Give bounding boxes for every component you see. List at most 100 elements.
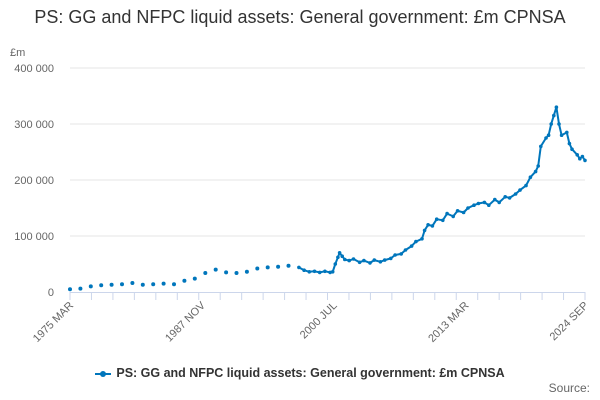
series-line xyxy=(298,106,586,274)
chart-title: PS: GG and NFPC liquid assets: General g… xyxy=(34,7,566,27)
data-point[interactable] xyxy=(426,223,430,227)
source-credit[interactable]: Source: xyxy=(548,381,590,395)
data-point[interactable] xyxy=(336,255,340,260)
data-point[interactable] xyxy=(172,282,176,287)
legend-item[interactable]: PS: GG and NFPC liquid assets: General g… xyxy=(0,366,600,380)
data-point[interactable] xyxy=(357,260,362,265)
data-point[interactable] xyxy=(265,265,270,270)
data-point[interactable] xyxy=(524,183,528,188)
data-point[interactable] xyxy=(549,122,553,126)
data-point[interactable] xyxy=(583,158,587,163)
data-point[interactable] xyxy=(451,214,456,219)
data-point[interactable] xyxy=(546,133,551,137)
data-point[interactable] xyxy=(445,211,449,216)
data-point[interactable] xyxy=(493,197,497,202)
data-point[interactable] xyxy=(297,265,301,270)
data-point[interactable] xyxy=(420,237,424,241)
data-point[interactable] xyxy=(536,164,540,168)
data-point[interactable] xyxy=(487,203,491,207)
data-point[interactable] xyxy=(312,269,317,274)
data-point[interactable] xyxy=(554,105,559,109)
data-point[interactable] xyxy=(399,252,404,256)
data-point[interactable] xyxy=(567,141,572,146)
data-point[interactable] xyxy=(347,258,352,263)
data-point[interactable] xyxy=(182,278,187,283)
data-point[interactable] xyxy=(533,169,538,174)
x-tick-label: 2000 JUL xyxy=(298,300,340,342)
data-point[interactable] xyxy=(276,264,281,269)
data-point[interactable] xyxy=(307,270,312,274)
data-point[interactable] xyxy=(351,257,356,261)
data-point[interactable] xyxy=(151,282,156,287)
data-point[interactable] xyxy=(130,281,135,285)
data-point[interactable] xyxy=(409,244,414,248)
data-point[interactable] xyxy=(362,258,366,263)
legend-swatch-icon xyxy=(95,369,112,379)
data-point[interactable] xyxy=(528,175,533,179)
data-point[interactable] xyxy=(109,282,114,287)
data-point[interactable] xyxy=(570,147,574,151)
data-point[interactable] xyxy=(565,130,569,135)
data-point[interactable] xyxy=(88,284,93,289)
data-point[interactable] xyxy=(255,266,260,271)
data-point[interactable] xyxy=(140,282,145,287)
data-point[interactable] xyxy=(389,256,393,261)
data-point[interactable] xyxy=(99,283,104,288)
data-point[interactable] xyxy=(513,192,518,196)
data-point[interactable] xyxy=(575,153,579,157)
data-point[interactable] xyxy=(422,228,427,233)
data-point[interactable] xyxy=(430,224,435,228)
data-point[interactable] xyxy=(559,133,564,137)
data-point[interactable] xyxy=(317,270,322,275)
data-point[interactable] xyxy=(539,144,543,149)
data-point[interactable] xyxy=(78,286,83,291)
data-point[interactable] xyxy=(286,263,291,268)
data-point[interactable] xyxy=(552,113,556,118)
data-point[interactable] xyxy=(434,217,439,221)
data-point[interactable] xyxy=(333,262,338,266)
y-axis-unit-label: £m xyxy=(10,47,25,59)
data-point[interactable] xyxy=(544,136,548,140)
data-point[interactable] xyxy=(518,188,522,192)
y-tick-label: 200 000 xyxy=(14,175,54,187)
data-point[interactable] xyxy=(403,248,408,252)
data-point[interactable] xyxy=(203,271,208,275)
data-point[interactable] xyxy=(368,261,372,265)
data-point[interactable] xyxy=(340,254,345,258)
data-point[interactable] xyxy=(343,257,347,262)
data-point[interactable] xyxy=(244,269,249,274)
data-point[interactable] xyxy=(161,281,166,286)
data-point[interactable] xyxy=(382,258,387,262)
data-point[interactable] xyxy=(393,253,397,257)
data-point[interactable] xyxy=(378,260,383,264)
data-point[interactable] xyxy=(120,282,124,287)
data-point[interactable] xyxy=(302,268,306,273)
data-point[interactable] xyxy=(441,218,445,223)
y-tick-label: 400 000 xyxy=(14,63,54,75)
y-tick-label: 0 xyxy=(48,287,54,299)
data-point[interactable] xyxy=(372,258,377,262)
data-point[interactable] xyxy=(497,200,502,205)
data-point[interactable] xyxy=(580,154,585,159)
data-point[interactable] xyxy=(482,200,487,205)
data-point[interactable] xyxy=(337,251,342,255)
data-point[interactable] xyxy=(503,195,508,199)
y-tick-label: 100 000 xyxy=(14,231,54,243)
x-axis-ticks: 1975 MAR 1987 NOV 2000 JUL 2013 MAR 2024 SEP xyxy=(31,292,591,345)
data-point[interactable] xyxy=(476,201,481,206)
data-point[interactable] xyxy=(461,210,466,215)
data-point[interactable] xyxy=(323,269,327,274)
data-point[interactable] xyxy=(213,267,218,272)
data-point[interactable] xyxy=(455,209,460,213)
data-point[interactable] xyxy=(192,276,197,281)
data-point[interactable] xyxy=(414,239,418,244)
data-point[interactable] xyxy=(557,122,561,126)
data-point[interactable] xyxy=(578,156,582,161)
data-point[interactable] xyxy=(234,271,239,275)
data-point[interactable] xyxy=(466,206,470,210)
data-point[interactable] xyxy=(330,270,335,274)
data-point[interactable] xyxy=(507,196,512,200)
data-point[interactable] xyxy=(224,270,229,275)
data-point[interactable] xyxy=(68,287,72,292)
data-point[interactable] xyxy=(472,203,476,207)
